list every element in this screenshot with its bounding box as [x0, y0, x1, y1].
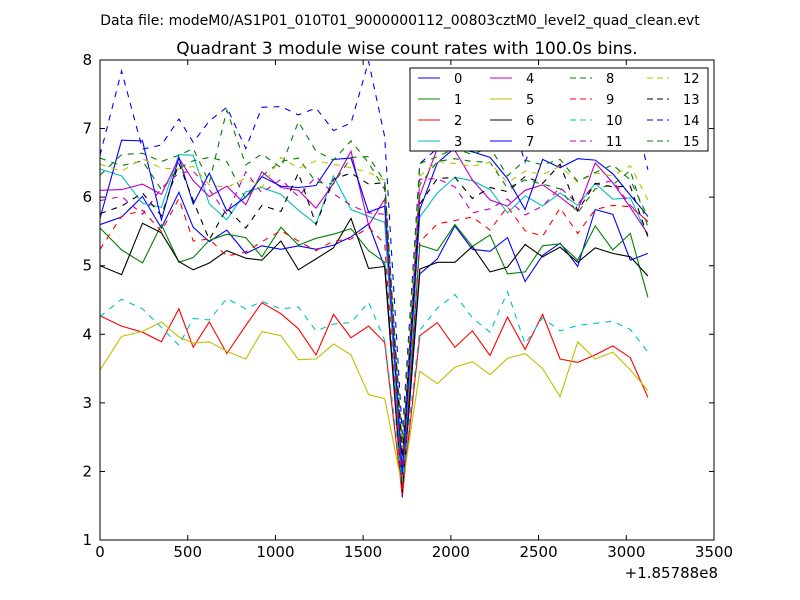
series-line-5: [100, 321, 649, 487]
x-tick-label: 2500: [519, 543, 557, 561]
legend-label: 13: [683, 93, 700, 108]
series-line-6: [100, 217, 649, 493]
legend-item-4: 4: [490, 72, 534, 87]
x-tick-label: 3500: [695, 543, 733, 561]
legend-label: 2: [454, 114, 462, 129]
x-tick-label: 2000: [432, 543, 470, 561]
x-tick-label: 0: [95, 543, 105, 561]
legend-item-15: 15: [647, 135, 700, 150]
series-line-11: [100, 170, 649, 465]
y-tick-label: 3: [82, 394, 92, 412]
legend-label: 4: [526, 72, 534, 87]
legend-item-1: 1: [418, 93, 462, 108]
legend-label: 8: [606, 72, 614, 87]
legend-item-11: 11: [570, 135, 623, 150]
legend-label: 9: [606, 93, 614, 108]
y-tick-label: 1: [82, 531, 92, 549]
legend-label: 15: [683, 135, 700, 150]
legend-item-13: 13: [647, 93, 700, 108]
y-tick-label: 6: [82, 188, 92, 206]
plot-frame: [99, 59, 715, 541]
legend-item-10: 10: [570, 114, 623, 129]
figure-suptitle: Data file: modeM0/AS1P01_010T01_90000001…: [100, 13, 700, 29]
legend-item-8: 8: [570, 72, 614, 87]
series-line-4: [100, 147, 649, 472]
y-tick-label: 7: [82, 120, 92, 138]
legend-label: 5: [526, 93, 534, 108]
y-tick-label: 4: [82, 325, 92, 343]
series-lines: [100, 61, 649, 498]
y-tick-label: 8: [82, 51, 92, 69]
series-line-10: [100, 290, 649, 482]
series-line-7: [100, 139, 649, 475]
legend-item-5: 5: [490, 93, 534, 108]
legend-label: 12: [683, 72, 700, 87]
series-line-8: [100, 156, 649, 455]
legend-item-9: 9: [570, 93, 614, 108]
legend-label: 7: [526, 135, 534, 150]
legend-item-12: 12: [647, 72, 700, 87]
x-tick-label: 1000: [256, 543, 294, 561]
chart-title: Quadrant 3 module wise count rates with …: [176, 39, 637, 59]
series-line-13: [100, 161, 649, 458]
legend-label: 3: [454, 135, 462, 150]
series-line-9: [100, 197, 649, 493]
y-tick-label: 5: [82, 257, 92, 275]
legend-label: 0: [454, 72, 462, 87]
legend-item-6: 6: [490, 114, 534, 129]
legend-label: 6: [526, 114, 534, 129]
legend-label: 11: [606, 135, 623, 150]
legend-item-14: 14: [647, 114, 700, 129]
legend-frame: [409, 67, 709, 152]
legend-item-2: 2: [418, 114, 462, 129]
series-line-15: [100, 108, 649, 445]
legend-label: 10: [606, 114, 623, 129]
x-tick-label: 1500: [344, 543, 382, 561]
legend-label: 1: [454, 93, 462, 108]
x-axis-offset-label: +1.85788e8: [625, 564, 718, 582]
legend-item-0: 0: [418, 72, 462, 87]
legend-item-3: 3: [418, 135, 462, 150]
series-line-1: [100, 223, 649, 493]
series-line-14: [100, 61, 649, 434]
legend-label: 14: [683, 114, 700, 129]
x-tick-label: 3000: [607, 543, 645, 561]
y-tick-label: 2: [82, 462, 92, 480]
legend-item-7: 7: [490, 135, 534, 150]
x-tick-label: 500: [173, 543, 202, 561]
series-line-12: [100, 156, 649, 451]
series-line-0: [100, 190, 649, 498]
